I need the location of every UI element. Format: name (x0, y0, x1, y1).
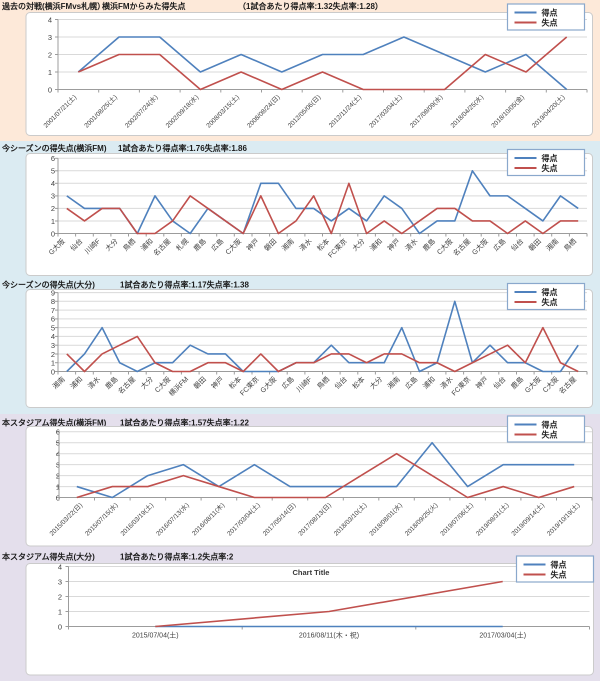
svg-text:2: 2 (51, 350, 55, 359)
svg-text:3: 3 (58, 577, 62, 586)
svg-text:3: 3 (51, 192, 55, 201)
svg-text:Chart Title: Chart Title (293, 568, 330, 577)
svg-text:得点: 得点 (541, 153, 558, 163)
svg-text:本スタジアム得失点(大分): 本スタジアム得失点(大分) (1, 552, 95, 562)
svg-text:5: 5 (56, 439, 60, 448)
svg-text:4: 4 (48, 15, 52, 24)
svg-text:失点: 失点 (542, 18, 558, 28)
svg-text:失点: 失点 (542, 297, 558, 307)
svg-text:4: 4 (58, 562, 62, 571)
svg-text:失点: 失点 (542, 163, 558, 173)
svg-text:2: 2 (51, 204, 55, 213)
svg-text:本スタジアム得失点(横浜FM): 本スタジアム得失点(横浜FM) (1, 418, 107, 428)
svg-text:4: 4 (51, 179, 55, 188)
svg-text:1: 1 (51, 359, 55, 368)
svg-text:4: 4 (56, 450, 60, 459)
svg-text:2: 2 (56, 471, 60, 480)
svg-text:5: 5 (51, 323, 55, 332)
svg-text:3: 3 (48, 33, 52, 42)
svg-text:今シーズンの得失点(大分): 今シーズンの得失点(大分) (1, 280, 95, 290)
svg-text:得点: 得点 (541, 8, 558, 18)
svg-text:1: 1 (56, 482, 60, 491)
svg-text:0: 0 (51, 229, 55, 238)
svg-text:得点: 得点 (541, 420, 558, 430)
svg-text:3: 3 (56, 460, 60, 469)
svg-text:1試合あたり得点率:1.17失点率:1.38: 1試合あたり得点率:1.17失点率:1.38 (120, 280, 249, 290)
svg-text:1: 1 (51, 217, 55, 226)
svg-text:得点: 得点 (550, 560, 567, 570)
svg-text:1試合あたり得点率:1.57失点率:1.22: 1試合あたり得点率:1.57失点率:1.22 (120, 418, 249, 428)
svg-text:4: 4 (51, 332, 55, 341)
svg-text:横浜FMからみた得失点: 横浜FMからみた得失点 (102, 1, 186, 11)
svg-text:2017/03/04(土): 2017/03/04(土) (479, 631, 526, 640)
svg-text:2: 2 (48, 50, 52, 59)
svg-text:2015/07/04(土): 2015/07/04(土) (132, 631, 179, 640)
svg-text:1試合あたり得点率:1.76失点率:1.86: 1試合あたり得点率:1.76失点率:1.86 (118, 143, 247, 153)
svg-text:失点: 失点 (542, 430, 558, 440)
svg-text:0: 0 (56, 493, 60, 502)
svg-text:7: 7 (51, 306, 55, 315)
svg-text:1: 1 (58, 607, 62, 616)
svg-text:3: 3 (51, 341, 55, 350)
svg-text:8: 8 (51, 297, 55, 306)
svg-text:2016/08/11(木・祝): 2016/08/11(木・祝) (299, 631, 359, 640)
svg-text:6: 6 (51, 154, 55, 163)
svg-text:0: 0 (58, 622, 62, 631)
svg-text:6: 6 (51, 315, 55, 324)
svg-text:今シーズンの得失点(横浜FM): 今シーズンの得失点(横浜FM) (1, 143, 107, 153)
svg-text:得点: 得点 (541, 287, 558, 297)
svg-text:5: 5 (51, 167, 55, 176)
svg-text:（1試合あたり得点率:1.32失点率:1.28）: （1試合あたり得点率:1.32失点率:1.28） (238, 1, 383, 11)
svg-text:9: 9 (51, 288, 55, 297)
svg-text:0: 0 (48, 85, 52, 94)
svg-text:6: 6 (56, 428, 60, 437)
svg-text:2: 2 (58, 592, 62, 601)
svg-text:1: 1 (48, 68, 52, 77)
svg-text:0: 0 (51, 367, 55, 376)
svg-text:過去の対戦(横浜FMvs札幌）: 過去の対戦(横浜FMvs札幌） (1, 1, 105, 11)
svg-text:失点: 失点 (551, 570, 567, 580)
svg-text:1試合あたり得点率:1.2失点率:2: 1試合あたり得点率:1.2失点率:2 (120, 552, 234, 562)
